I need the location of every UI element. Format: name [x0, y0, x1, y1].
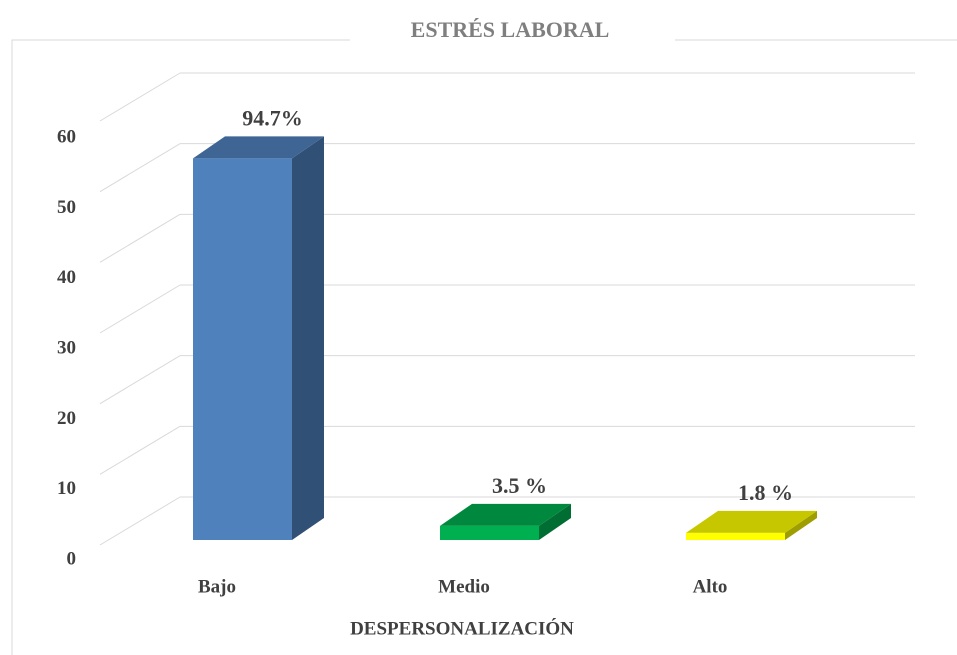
- bar-front: [193, 158, 292, 540]
- grid-line: [99, 143, 181, 193]
- grid-line: [99, 496, 181, 546]
- x-tick-label: Bajo: [198, 576, 236, 597]
- bar-top: [686, 510, 817, 533]
- bar: [686, 510, 817, 540]
- bar-top: [440, 503, 571, 526]
- bar-side: [785, 510, 817, 540]
- data-label: 3.5 %: [492, 473, 547, 498]
- y-tick-label: 40: [57, 267, 76, 288]
- x-axis-title: DESPERSONALIZACIÓN: [350, 617, 574, 639]
- grid-line: [99, 425, 181, 475]
- grid-line: [99, 72, 181, 122]
- chart-title: ESTRÉS LABORAL: [411, 17, 610, 42]
- grid-line: [99, 213, 181, 263]
- bar-side: [539, 503, 571, 540]
- bar: [193, 136, 324, 540]
- data-label: 94.7%: [242, 105, 303, 130]
- bar-front: [686, 532, 785, 540]
- y-tick-label: 60: [57, 127, 76, 148]
- bar-front: [440, 525, 539, 540]
- chart-border: [11, 39, 957, 655]
- bar-side: [292, 136, 324, 540]
- x-tick-label: Medio: [438, 576, 490, 597]
- y-tick-label: 30: [57, 337, 76, 358]
- y-tick-label: 20: [57, 408, 76, 429]
- grid-line: [99, 284, 181, 334]
- bar: [440, 503, 571, 540]
- data-label: 1.8 %: [738, 480, 793, 505]
- y-tick-label: 0: [67, 548, 77, 569]
- grid-line: [99, 355, 181, 405]
- x-tick-label: Alto: [693, 576, 728, 597]
- y-tick-label: 10: [57, 478, 76, 499]
- y-tick-label: 50: [57, 197, 76, 218]
- bar-top: [193, 136, 324, 159]
